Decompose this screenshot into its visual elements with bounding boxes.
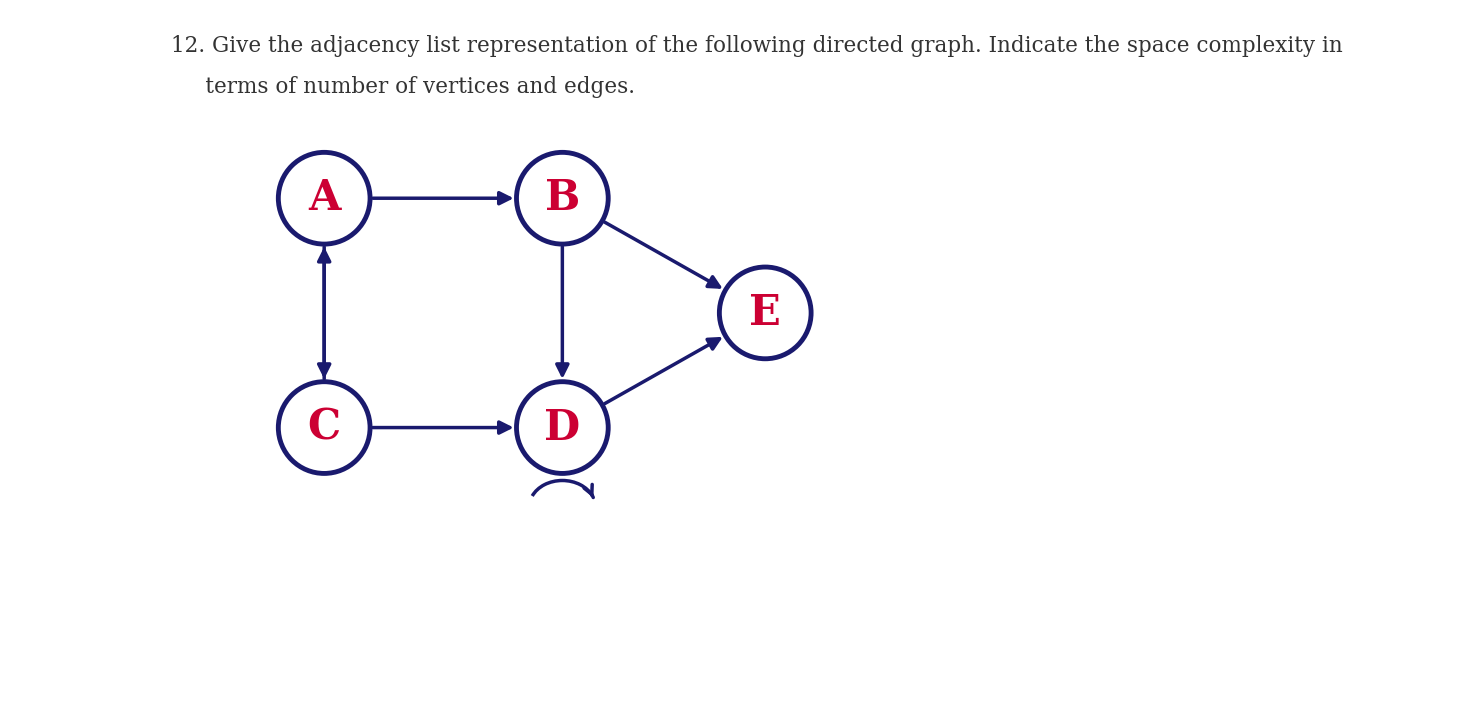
Text: B: B — [545, 177, 579, 219]
Text: 12. Give the adjacency list representation of the following directed graph. Indi: 12. Give the adjacency list representati… — [171, 35, 1343, 57]
Circle shape — [279, 152, 370, 244]
Text: C: C — [308, 406, 340, 448]
Circle shape — [279, 382, 370, 473]
Text: E: E — [749, 292, 781, 334]
Circle shape — [719, 267, 811, 358]
Text: terms of number of vertices and edges.: terms of number of vertices and edges. — [171, 76, 635, 99]
Text: D: D — [544, 406, 581, 448]
Circle shape — [516, 152, 609, 244]
Circle shape — [516, 382, 609, 473]
Text: A: A — [308, 177, 340, 219]
